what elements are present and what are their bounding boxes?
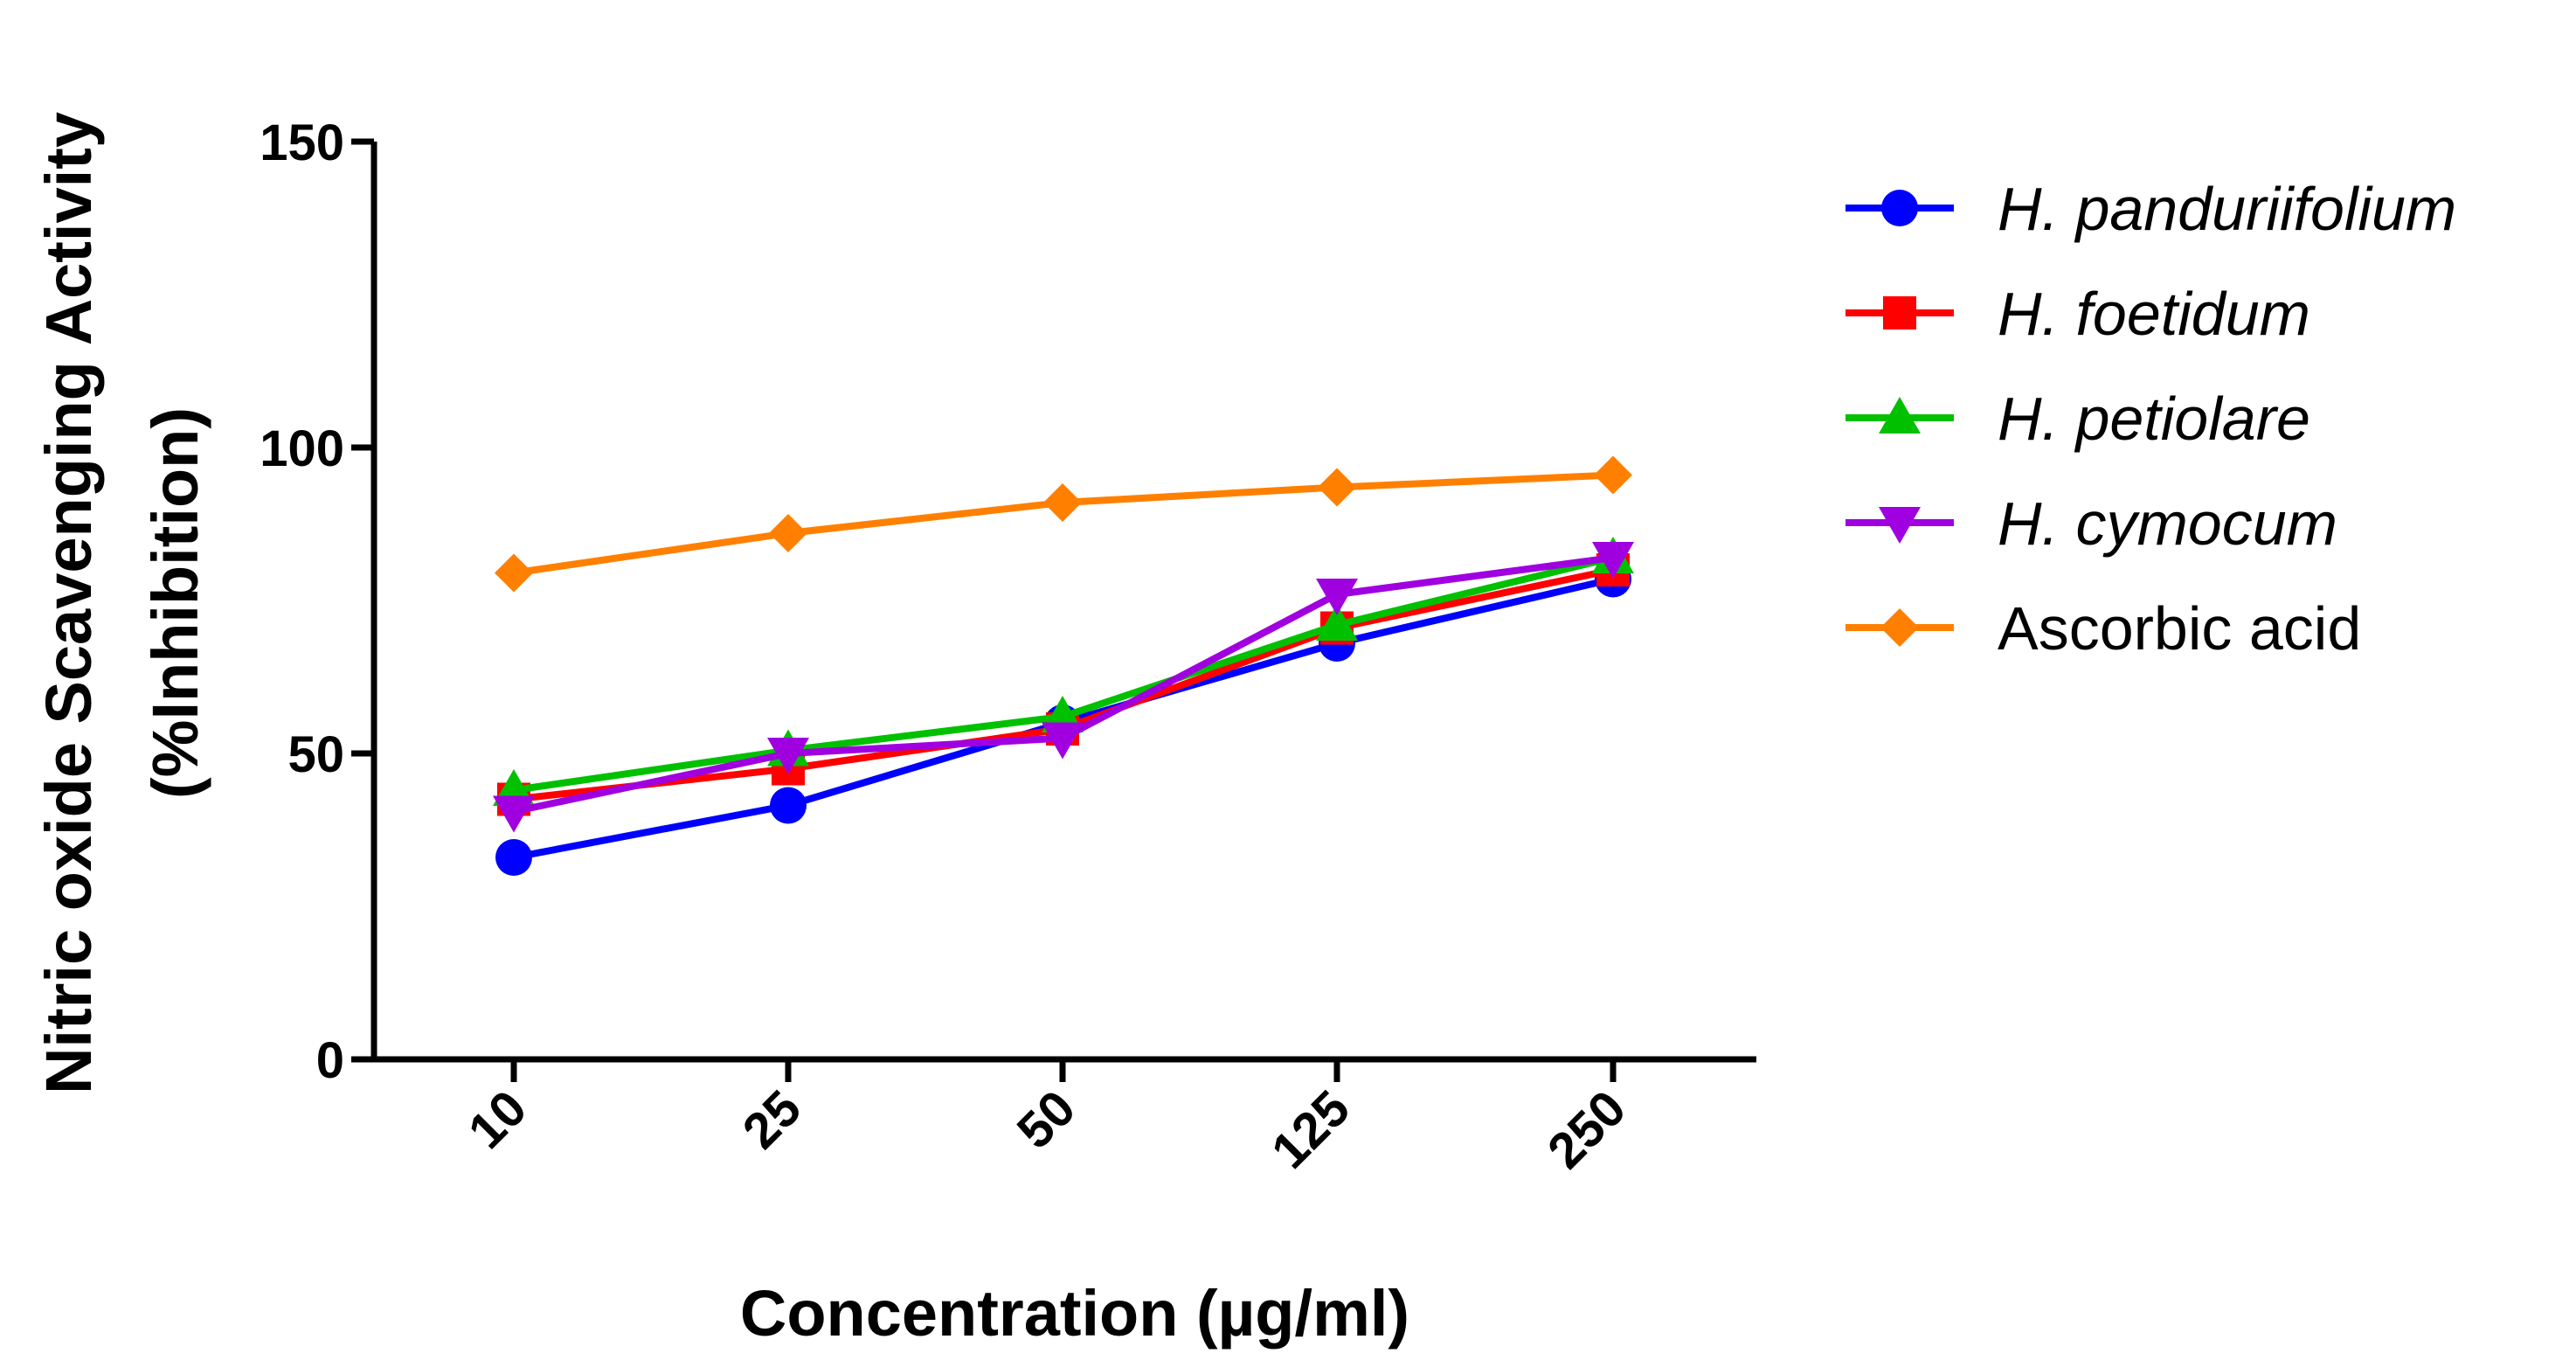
legend-marker bbox=[1879, 507, 1921, 544]
data-point bbox=[495, 553, 533, 593]
data-point bbox=[1043, 483, 1082, 522]
legend-marker bbox=[1879, 397, 1921, 434]
legend-item: H. foetidum bbox=[1845, 280, 2310, 348]
data-point bbox=[1594, 455, 1632, 495]
legend: H. panduriifolium H. foetidum H. petiolare… bbox=[1845, 175, 2456, 663]
data-point bbox=[493, 795, 535, 833]
x-axis-title: Concentration (µg/ml) bbox=[740, 1277, 1409, 1350]
data-point bbox=[1318, 468, 1356, 507]
x-tick-label: 250 bbox=[1537, 1079, 1637, 1179]
x-tick-label: 125 bbox=[1261, 1079, 1361, 1179]
legend-item: H. panduriifolium bbox=[1845, 175, 2456, 243]
legend-label: H. panduriifolium bbox=[1998, 175, 2456, 243]
legend-label: H. cymocum bbox=[1998, 489, 2337, 558]
data-point bbox=[495, 839, 532, 876]
y-tick-label: 0 bbox=[316, 1032, 344, 1089]
legend-item: H. petiolare bbox=[1845, 385, 2310, 453]
x-tick-label: 50 bbox=[1007, 1079, 1087, 1160]
data-point bbox=[1042, 722, 1084, 760]
data-point bbox=[767, 738, 809, 774]
axes: 0 50 100 150 10 25 50 125 250 bbox=[260, 114, 1756, 1180]
y-tick-label: 150 bbox=[260, 114, 344, 171]
legend-marker bbox=[1880, 608, 1919, 647]
axis-titles: Concentration (µg/ml) Nitric oxide Scave… bbox=[32, 112, 1409, 1350]
y-tick-label: 100 bbox=[260, 420, 344, 477]
y-axis-title-line2: (%Inhibition) bbox=[139, 407, 211, 799]
series-3 bbox=[493, 542, 1634, 833]
legend-marker bbox=[1881, 190, 1918, 226]
legend-label: H. foetidum bbox=[1998, 280, 2310, 348]
series-4 bbox=[495, 455, 1632, 593]
data-point bbox=[770, 787, 807, 824]
y-tick-label: 50 bbox=[287, 726, 344, 783]
y-axis-title: Nitric oxide Scavenging Activity bbox=[32, 112, 105, 1094]
data-point bbox=[1316, 579, 1358, 615]
legend-item: Ascorbic acid bbox=[1845, 594, 2361, 663]
x-tick-label: 25 bbox=[732, 1079, 813, 1160]
legend-label: Ascorbic acid bbox=[1998, 594, 2361, 663]
legend-label: H. petiolare bbox=[1998, 385, 2310, 453]
data-point bbox=[769, 514, 807, 552]
legend-item: H. cymocum bbox=[1845, 489, 2337, 558]
data-point bbox=[1592, 542, 1634, 579]
series-layer bbox=[493, 455, 1634, 876]
data-point bbox=[1316, 604, 1358, 641]
x-tick-label: 10 bbox=[458, 1079, 538, 1160]
legend-marker bbox=[1883, 296, 1916, 330]
